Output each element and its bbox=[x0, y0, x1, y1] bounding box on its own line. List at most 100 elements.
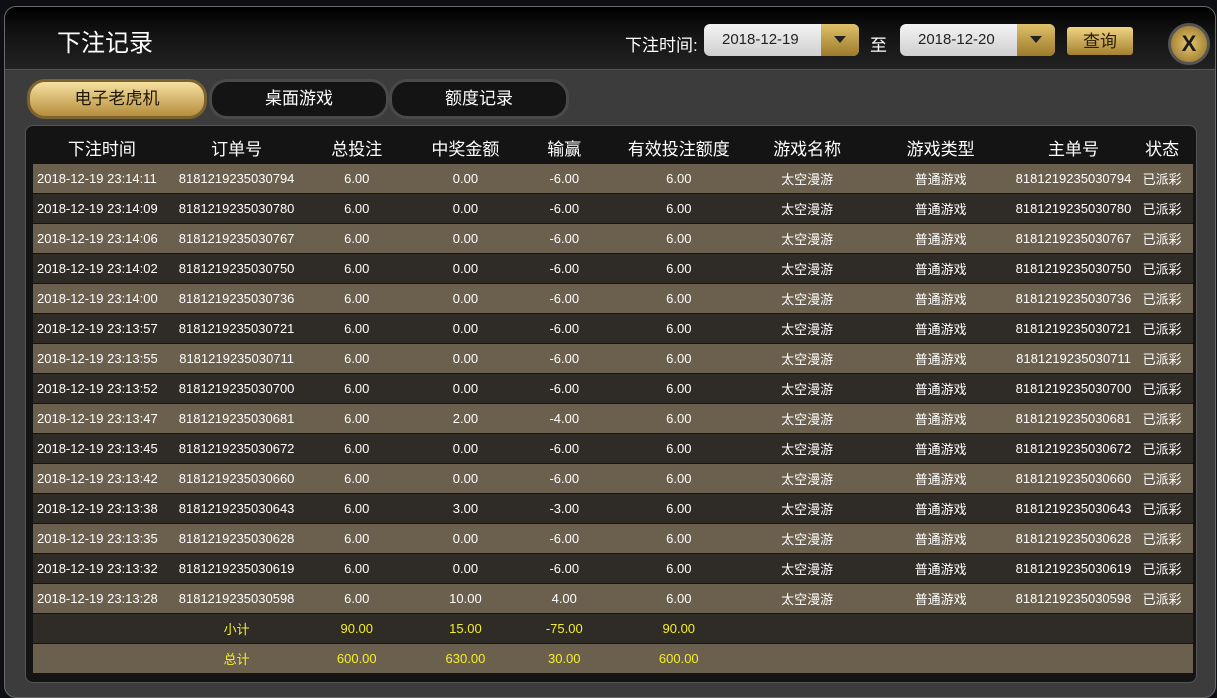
table-row: 2018-12-19 23:13:45 8181219235030672 6.00 0… bbox=[33, 434, 1193, 463]
table-cell: 8181219235030700 bbox=[170, 374, 303, 403]
table-cell: 8181219235030700 bbox=[1015, 374, 1132, 403]
table-cell: -4.00 bbox=[519, 404, 609, 433]
column-header: 下注时间 bbox=[67, 139, 136, 159]
table-cell: 0.00 bbox=[411, 524, 520, 553]
subtotal-profit: -75.00 bbox=[519, 614, 609, 643]
table-cell: 6.00 bbox=[302, 314, 412, 343]
table-cell: 8181219235030660 bbox=[170, 464, 303, 493]
table-cell: 2018-12-19 23:14:11 bbox=[33, 164, 171, 193]
table-cell: 2018-12-19 23:14:06 bbox=[33, 224, 171, 253]
table-cell: 已派彩 bbox=[1131, 524, 1193, 553]
table-cell: 太空漫游 bbox=[748, 164, 866, 193]
table-row: 2018-12-19 23:14:11 8181219235030794 6.00 0… bbox=[33, 164, 1193, 193]
table-cell: 普通游戏 bbox=[865, 374, 1016, 403]
total-profit: 30.00 bbox=[519, 644, 609, 673]
table-cell: -6.00 bbox=[519, 524, 609, 553]
empty-cell bbox=[865, 614, 1016, 643]
table-row: 2018-12-19 23:14:00 8181219235030736 6.00 0… bbox=[33, 284, 1193, 313]
table-cell: 普通游戏 bbox=[865, 554, 1016, 583]
table-row: 2018-12-19 23:13:35 8181219235030628 6.00 0… bbox=[33, 524, 1193, 553]
table-cell: -6.00 bbox=[519, 374, 609, 403]
table-cell: 6.00 bbox=[608, 494, 749, 523]
table-cell: 8181219235030598 bbox=[170, 584, 303, 613]
table-cell: 2018-12-19 23:13:32 bbox=[33, 554, 171, 583]
title-bar: 下注记录 下注时间: 2018-12-19 至 2018-12-20 查询 X bbox=[5, 7, 1215, 70]
table-cell: 普通游戏 bbox=[865, 314, 1016, 343]
total-win: 630.00 bbox=[411, 644, 520, 673]
chevron-down-icon[interactable] bbox=[1017, 24, 1055, 56]
empty-cell bbox=[1131, 644, 1193, 673]
table-cell: 已派彩 bbox=[1131, 194, 1193, 223]
records-panel: 下注时间 订单号 总投注 中奖金额 输赢 有效投注额度 游戏名称 游戏类型 主单号 状态 2018… bbox=[25, 125, 1197, 683]
table-cell: 已派彩 bbox=[1131, 434, 1193, 463]
table-cell: 8181219235030628 bbox=[170, 524, 303, 553]
table-cell: 已派彩 bbox=[1131, 494, 1193, 523]
subtotal-label: 小计 bbox=[170, 614, 303, 643]
table-cell: -6.00 bbox=[519, 284, 609, 313]
table-cell: 8181219235030750 bbox=[170, 254, 303, 283]
table-cell: 2018-12-19 23:14:02 bbox=[33, 254, 171, 283]
tab-credit-records[interactable]: 额度记录 bbox=[389, 79, 569, 119]
table-cell: 8181219235030780 bbox=[170, 194, 303, 223]
table-cell: 8181219235030721 bbox=[1015, 314, 1132, 343]
table-cell: 太空漫游 bbox=[748, 374, 866, 403]
empty-cell bbox=[865, 644, 1016, 673]
total-row: 总计 600.00 630.00 30.00 600.00 bbox=[33, 644, 1193, 673]
table-cell: 已派彩 bbox=[1131, 314, 1193, 343]
table-cell: 2018-12-19 23:13:45 bbox=[33, 434, 171, 463]
tab-table-games[interactable]: 桌面游戏 bbox=[209, 79, 389, 119]
date-from-select[interactable]: 2018-12-19 bbox=[704, 24, 859, 56]
column-header: 主单号 bbox=[1048, 139, 1100, 159]
date-to-select[interactable]: 2018-12-20 bbox=[900, 24, 1055, 56]
table-row: 2018-12-19 23:14:02 8181219235030750 6.00 0… bbox=[33, 254, 1193, 283]
tab-slots[interactable]: 电子老虎机 bbox=[27, 79, 207, 119]
table-row: 2018-12-19 23:13:52 8181219235030700 6.00 0… bbox=[33, 374, 1193, 403]
table-cell: 太空漫游 bbox=[748, 404, 866, 433]
subtotal-win: 15.00 bbox=[411, 614, 520, 643]
table-cell: -6.00 bbox=[519, 224, 609, 253]
column-header: 状态 bbox=[1145, 139, 1180, 159]
table-cell: 8181219235030643 bbox=[170, 494, 303, 523]
table-cell: 普通游戏 bbox=[865, 464, 1016, 493]
table-cell: 普通游戏 bbox=[865, 584, 1016, 613]
empty-cell bbox=[748, 614, 866, 643]
table-cell: 8181219235030628 bbox=[1015, 524, 1132, 553]
total-valid_bet: 600.00 bbox=[608, 644, 749, 673]
table-cell: 6.00 bbox=[608, 194, 749, 223]
table-row: 2018-12-19 23:13:28 8181219235030598 6.00 1… bbox=[33, 584, 1193, 613]
table-cell: 6.00 bbox=[608, 344, 749, 373]
table-cell: 普通游戏 bbox=[865, 404, 1016, 433]
table-cell: 已派彩 bbox=[1131, 284, 1193, 313]
table-cell: 6.00 bbox=[608, 224, 749, 253]
table-row: 2018-12-19 23:14:09 8181219235030780 6.00 0… bbox=[33, 194, 1193, 223]
table-cell: 已派彩 bbox=[1131, 224, 1193, 253]
column-header: 中奖金额 bbox=[431, 139, 500, 159]
table-cell: 8181219235030794 bbox=[1015, 164, 1132, 193]
table-cell: 6.00 bbox=[302, 254, 412, 283]
chevron-down-icon[interactable] bbox=[821, 24, 859, 56]
table-cell: 普通游戏 bbox=[865, 434, 1016, 463]
table-cell: 2018-12-19 23:13:57 bbox=[33, 314, 171, 343]
table-cell: 8181219235030643 bbox=[1015, 494, 1132, 523]
table-cell: 6.00 bbox=[608, 164, 749, 193]
table-cell: 太空漫游 bbox=[748, 524, 866, 553]
table-cell: 2018-12-19 23:13:42 bbox=[33, 464, 171, 493]
table-cell: 8181219235030736 bbox=[170, 284, 303, 313]
table-cell: 已派彩 bbox=[1131, 464, 1193, 493]
table-cell: 8181219235030711 bbox=[1015, 344, 1132, 373]
table-cell: 太空漫游 bbox=[748, 224, 866, 253]
table-cell: 已派彩 bbox=[1131, 164, 1193, 193]
to-label: 至 bbox=[870, 36, 887, 55]
table-cell: 6.00 bbox=[302, 434, 412, 463]
column-header: 游戏类型 bbox=[906, 139, 975, 159]
table-cell: 0.00 bbox=[411, 194, 520, 223]
table-row: 2018-12-19 23:13:55 8181219235030711 6.00 0… bbox=[33, 344, 1193, 373]
table-cell: 2018-12-19 23:13:35 bbox=[33, 524, 171, 553]
table-cell: 8181219235030619 bbox=[170, 554, 303, 583]
table-cell: -3.00 bbox=[519, 494, 609, 523]
table-cell: 普通游戏 bbox=[865, 494, 1016, 523]
close-icon[interactable]: X bbox=[1168, 23, 1210, 65]
table-cell: 普通游戏 bbox=[865, 284, 1016, 313]
table-cell: 0.00 bbox=[411, 374, 520, 403]
query-button[interactable]: 查询 bbox=[1067, 27, 1133, 55]
